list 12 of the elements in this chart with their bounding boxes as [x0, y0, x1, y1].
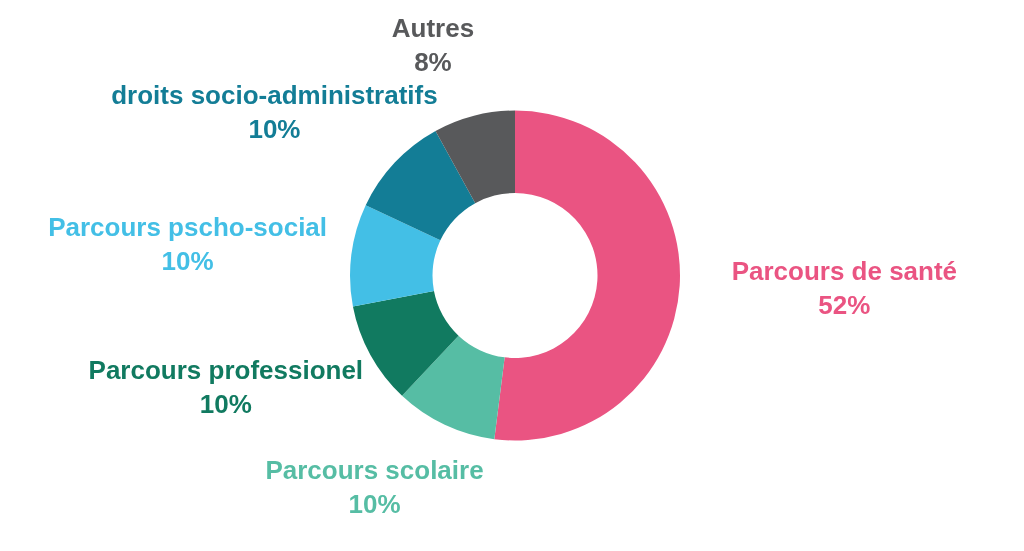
slice-label: Autres	[391, 13, 475, 44]
slice-label: droits socio-administratifs	[111, 80, 438, 111]
data-label: 10%	[199, 389, 252, 420]
slice-label: Parcours professionel	[88, 355, 364, 386]
data-label: 10%	[161, 246, 214, 277]
slice-label: Parcours de santé	[731, 256, 958, 287]
slice-label: Parcours scolaire	[265, 455, 484, 486]
data-label: 10%	[348, 489, 401, 520]
data-label: 52%	[818, 290, 871, 321]
data-label: 10%	[248, 114, 301, 145]
data-label: 8%	[414, 47, 452, 78]
slice-label: Parcours pscho-social	[48, 212, 328, 243]
